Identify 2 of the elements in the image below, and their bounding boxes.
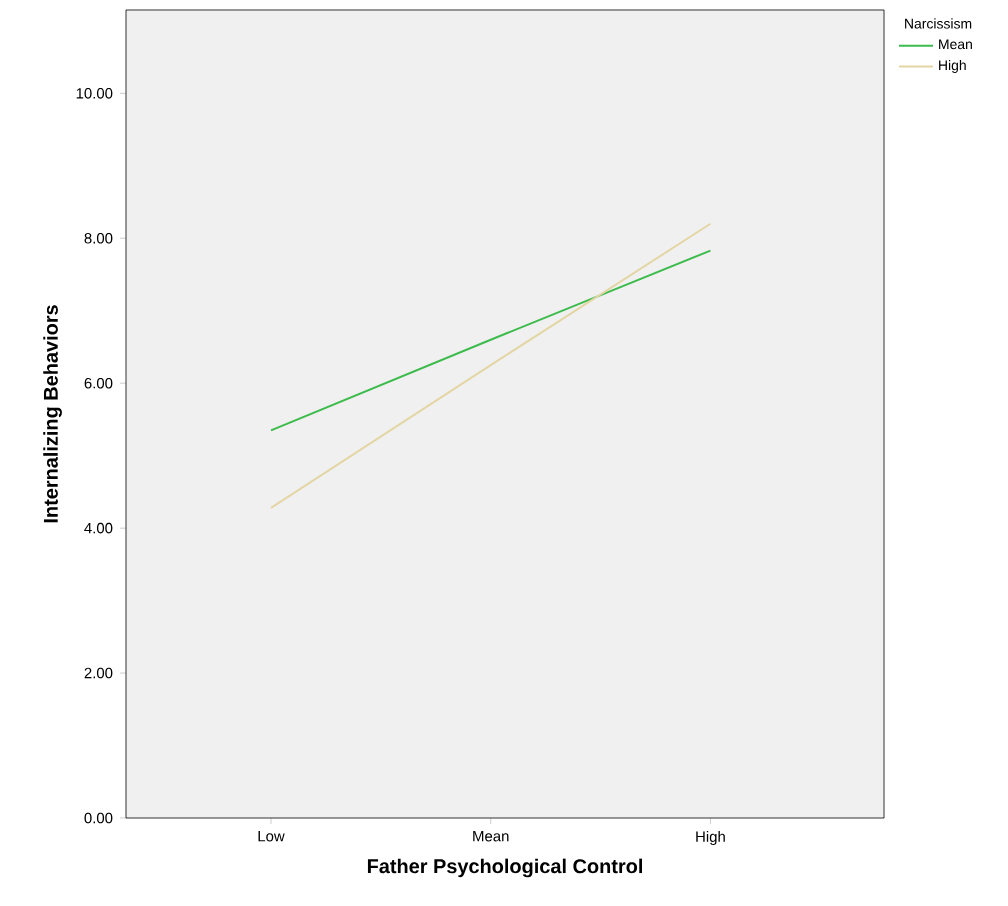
y-axis-title: Internalizing Behaviors [43, 305, 62, 523]
x-axis-title: Father Psychological Control [367, 858, 642, 878]
